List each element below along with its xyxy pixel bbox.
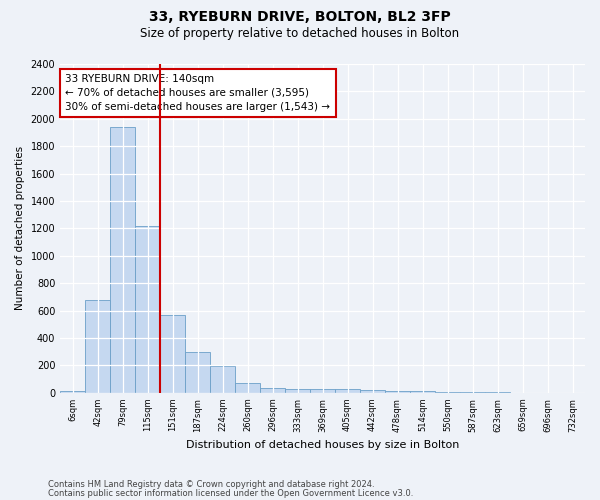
Bar	[260, 388, 285, 393]
Text: 33, RYEBURN DRIVE, BOLTON, BL2 3FP: 33, RYEBURN DRIVE, BOLTON, BL2 3FP	[149, 10, 451, 24]
Text: Contains HM Land Registry data © Crown copyright and database right 2024.: Contains HM Land Registry data © Crown c…	[48, 480, 374, 489]
Bar	[85, 300, 110, 393]
X-axis label: Distribution of detached houses by size in Bolton: Distribution of detached houses by size …	[186, 440, 459, 450]
Bar	[285, 388, 310, 393]
Bar	[360, 390, 385, 393]
Bar	[160, 314, 185, 393]
Text: Contains public sector information licensed under the Open Government Licence v3: Contains public sector information licen…	[48, 488, 413, 498]
Bar	[210, 366, 235, 393]
Bar	[460, 392, 485, 393]
Bar	[385, 391, 410, 393]
Y-axis label: Number of detached properties: Number of detached properties	[15, 146, 25, 310]
Bar	[110, 127, 135, 393]
Bar	[310, 390, 335, 393]
Bar	[235, 383, 260, 393]
Text: Size of property relative to detached houses in Bolton: Size of property relative to detached ho…	[140, 28, 460, 40]
Bar	[185, 352, 210, 393]
Text: 33 RYEBURN DRIVE: 140sqm
← 70% of detached houses are smaller (3,595)
30% of sem: 33 RYEBURN DRIVE: 140sqm ← 70% of detach…	[65, 74, 331, 112]
Bar	[435, 392, 460, 393]
Bar	[410, 392, 435, 393]
Bar	[60, 392, 85, 393]
Bar	[335, 390, 360, 393]
Bar	[135, 226, 160, 393]
